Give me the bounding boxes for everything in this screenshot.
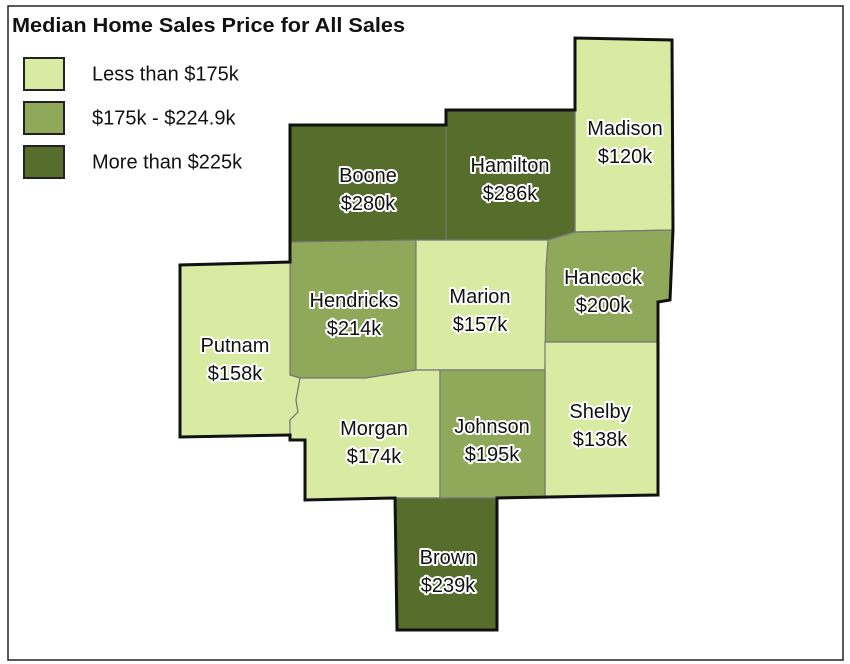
labels: Madison $120k Boone $280k Hamilton $286k Hanco…	[199, 116, 665, 599]
legend-swatch	[23, 101, 65, 135]
county-price: $158k	[208, 363, 263, 385]
legend-swatch	[23, 57, 65, 91]
county-name: Hamilton	[471, 155, 550, 177]
county-name: Hancock	[564, 267, 643, 289]
county-name: Brown	[420, 547, 477, 569]
county-name: Johnson	[454, 416, 530, 438]
county-name: Hendricks	[310, 290, 399, 312]
legend-label: More than $225k	[92, 151, 243, 173]
county-price: $174k	[347, 446, 402, 468]
county-price: $286k	[483, 183, 538, 205]
county-price: $157k	[453, 314, 508, 336]
legend-label: $175k - $224.9k	[92, 107, 236, 129]
county-price: $200k	[576, 295, 631, 317]
county-name: Boone	[339, 165, 397, 187]
legend-swatch	[23, 145, 65, 179]
map-title: Median Home Sales Price for All Sales	[12, 15, 405, 37]
county-name: Putnam	[201, 335, 270, 357]
county-price: $195k	[465, 444, 520, 466]
region-outline	[178, 36, 675, 632]
county-price: $280k	[341, 193, 396, 215]
county-name: Madison	[587, 118, 663, 140]
county-name: Marion	[449, 286, 510, 308]
county-name: Morgan	[340, 418, 408, 440]
legend: Less than $175k $175k - $224.9k More than …	[23, 57, 243, 179]
county-price: $239k	[421, 575, 476, 597]
legend-label: Less than $175k	[92, 63, 240, 85]
county-price: $214k	[327, 318, 382, 340]
county-price: $120k	[598, 146, 653, 168]
county-price: $138k	[573, 429, 628, 451]
counties	[178, 36, 675, 632]
county-name: Shelby	[569, 401, 630, 423]
